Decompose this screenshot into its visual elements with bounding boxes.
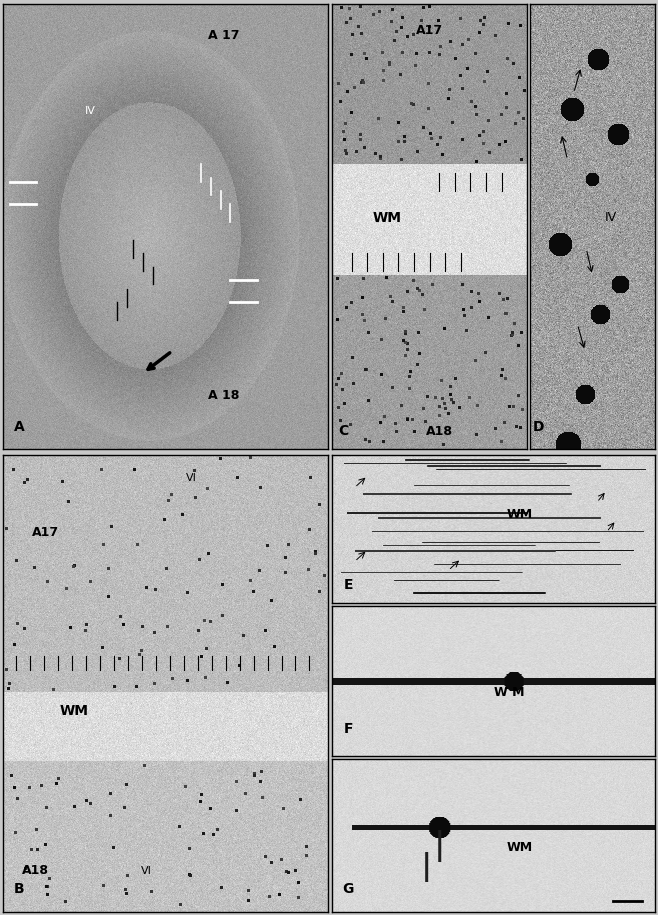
Text: E: E bbox=[343, 578, 353, 592]
Text: A18: A18 bbox=[426, 425, 453, 437]
Text: B: B bbox=[14, 882, 24, 896]
Text: WM: WM bbox=[60, 704, 89, 718]
Text: G: G bbox=[342, 882, 354, 896]
Text: A17: A17 bbox=[416, 24, 443, 38]
Text: C: C bbox=[339, 425, 349, 438]
Text: WM: WM bbox=[372, 210, 401, 224]
Text: W M: W M bbox=[494, 686, 525, 699]
Text: WM: WM bbox=[506, 508, 532, 521]
Text: IV: IV bbox=[605, 211, 617, 224]
Text: IV: IV bbox=[86, 106, 96, 116]
Text: A17: A17 bbox=[32, 526, 59, 539]
Text: A: A bbox=[14, 420, 24, 434]
Text: VI: VI bbox=[186, 473, 197, 483]
Text: F: F bbox=[343, 722, 353, 736]
Text: VI: VI bbox=[141, 866, 151, 876]
Text: A 18: A 18 bbox=[209, 389, 240, 402]
Text: D: D bbox=[533, 420, 545, 434]
Text: A 17: A 17 bbox=[208, 28, 240, 42]
Text: WM: WM bbox=[506, 841, 532, 855]
Text: A18: A18 bbox=[22, 865, 49, 877]
